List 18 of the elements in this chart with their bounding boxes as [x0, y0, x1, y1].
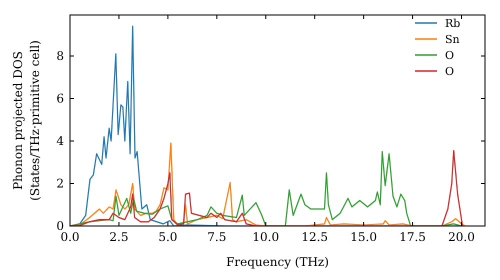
x-tick-label: 10.0 [252, 230, 280, 244]
x-tick-label: 20.0 [448, 230, 475, 244]
x-tick-label: 2.5 [109, 230, 128, 244]
y-tick-label: 6 [56, 92, 64, 106]
y-tick-label: 4 [56, 134, 64, 148]
x-axis-title: Frequency (THz) [226, 255, 329, 269]
x-tick-label: 7.5 [207, 230, 226, 244]
legend-label: Rb [445, 16, 460, 30]
y-tick-label: 8 [56, 49, 64, 64]
y-axis-title: Phonon projected DOS (States/THz·primitive cell) [11, 40, 42, 201]
legend-label: O [445, 48, 454, 62]
legend-label: Sn [445, 32, 460, 46]
x-tick-label: 15.0 [350, 230, 377, 244]
legend-label: O [445, 64, 454, 78]
x-tick-label: 5.0 [158, 230, 178, 244]
x-tick-label: 12.5 [301, 230, 328, 244]
x-tick-label: 17.5 [399, 230, 426, 244]
y-tick-label: 2 [56, 176, 64, 191]
